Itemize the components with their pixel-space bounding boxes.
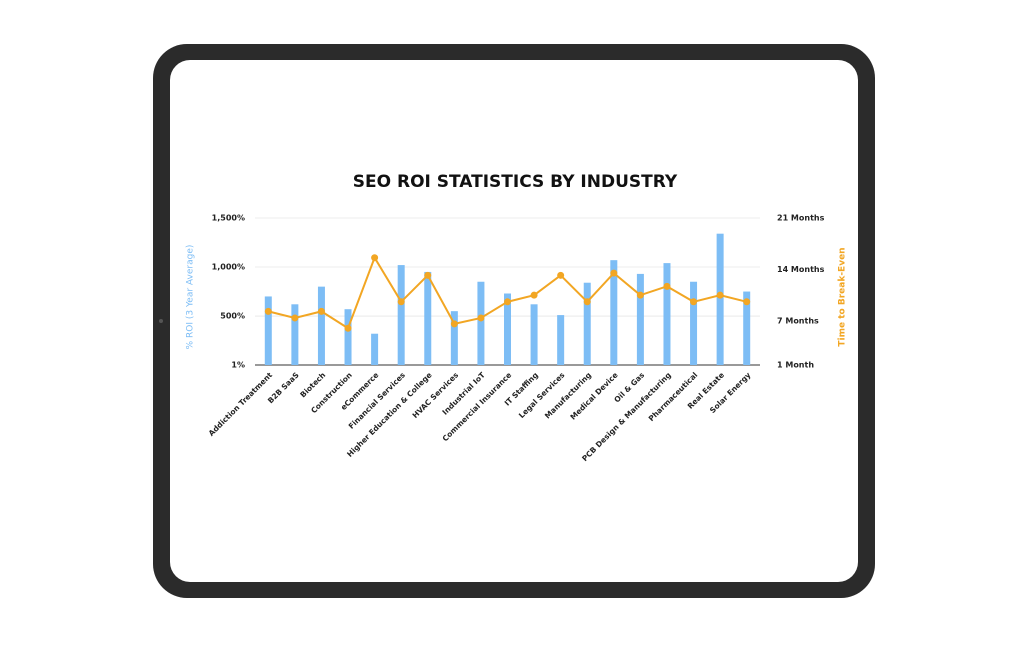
chart-title: SEO ROI STATISTICS BY INDUSTRY [353,172,678,192]
line-point [504,298,511,306]
bar [690,281,698,365]
bar [317,286,325,365]
y2-tick-label: 14 Months [777,265,825,274]
bar [504,293,511,365]
line-point [371,254,379,262]
bar [583,282,591,365]
line-point [690,298,698,306]
line-point [450,320,458,328]
bar [450,311,458,365]
y-tick-label: 1,500% [212,214,245,223]
line-point [636,291,644,299]
line-point [291,314,299,322]
line-point [424,271,432,279]
tablet-screen [170,60,858,582]
line-point [743,298,751,306]
bar [477,281,485,365]
bar [424,271,432,365]
line-point [716,291,724,299]
bar [371,333,379,365]
bar [530,304,538,365]
bar [716,233,724,365]
bar [264,296,272,365]
line-point [583,298,591,306]
y2-tick-label: 7 Months [777,316,819,325]
line-point [610,269,618,277]
bar [397,265,405,365]
y-tick-label: 500% [220,312,245,321]
line-point [264,307,272,315]
line-point [557,271,565,279]
line-point [477,314,485,322]
bar [344,309,352,365]
bar [636,273,644,365]
y2-axis-title: Time to Break-Even [838,247,848,346]
bar [557,315,565,365]
y2-tick-label: 21 Months [777,214,825,223]
bar [663,263,671,365]
y-axis-title: % ROI (3 Year Average) [186,245,196,350]
camera [159,319,163,323]
y-tick-label: 1% [231,361,245,370]
y2-tick-label: 1 Month [777,361,814,370]
y-tick-label: 1,000% [212,263,245,272]
line-point [317,307,325,315]
bar [610,260,618,365]
bar [291,304,299,365]
line-point [663,282,671,290]
line-point [344,324,352,332]
bar [743,291,751,365]
line-point [530,291,538,299]
line-point [397,298,405,306]
